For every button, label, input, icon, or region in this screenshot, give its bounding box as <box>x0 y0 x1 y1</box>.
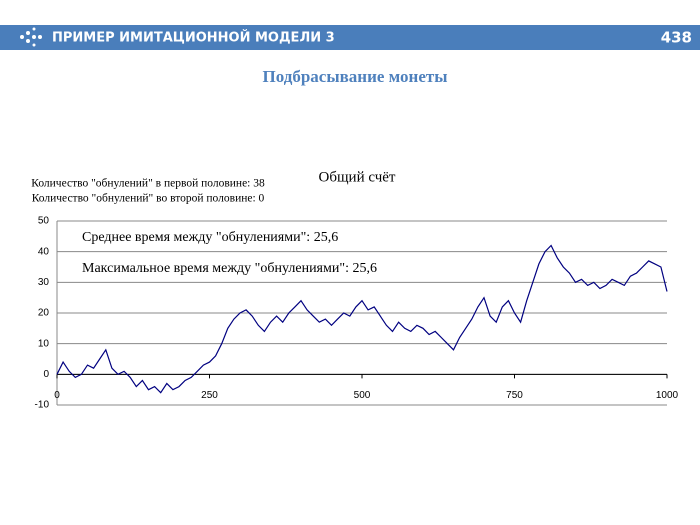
x-tick-label: 0 <box>54 390 60 401</box>
slide-title: Подбрасывание монеты <box>263 67 448 86</box>
x-tick-label: 250 <box>201 390 218 401</box>
y-tick-label: 20 <box>38 308 50 319</box>
plot-area: 50 40 30 20 10 0 -10 0 250 500 750 1000 <box>35 216 679 411</box>
chart-title: Общий счёт <box>319 169 396 185</box>
data-line <box>56 244 668 394</box>
x-tick-label: 1000 <box>656 390 679 401</box>
x-tick-label: 750 <box>506 390 523 401</box>
y-tick-label: 30 <box>38 277 50 288</box>
annotation: Максимальное время между "обнулениями": … <box>82 261 377 276</box>
header-title: ПРИМЕР ИМИТАЦИОННОЙ МОДЕЛИ 3 <box>52 30 335 46</box>
header-bar <box>0 25 700 50</box>
x-tick-label: 500 <box>354 390 371 401</box>
y-tick-label: -10 <box>35 400 50 411</box>
page-number: 438 <box>661 29 692 47</box>
annotation: Количество "обнулений" в первой половине… <box>31 178 265 190</box>
y-tick-label: 50 <box>38 216 50 227</box>
annotation: Количество "обнулений" во второй половин… <box>32 193 265 205</box>
logo-icon <box>20 27 42 47</box>
annotation: Среднее время между "обнулениями": 25,6 <box>82 230 338 245</box>
y-tick-label: 40 <box>38 246 50 257</box>
y-tick-label: 10 <box>38 338 50 349</box>
y-tick-label: 0 <box>43 369 49 380</box>
